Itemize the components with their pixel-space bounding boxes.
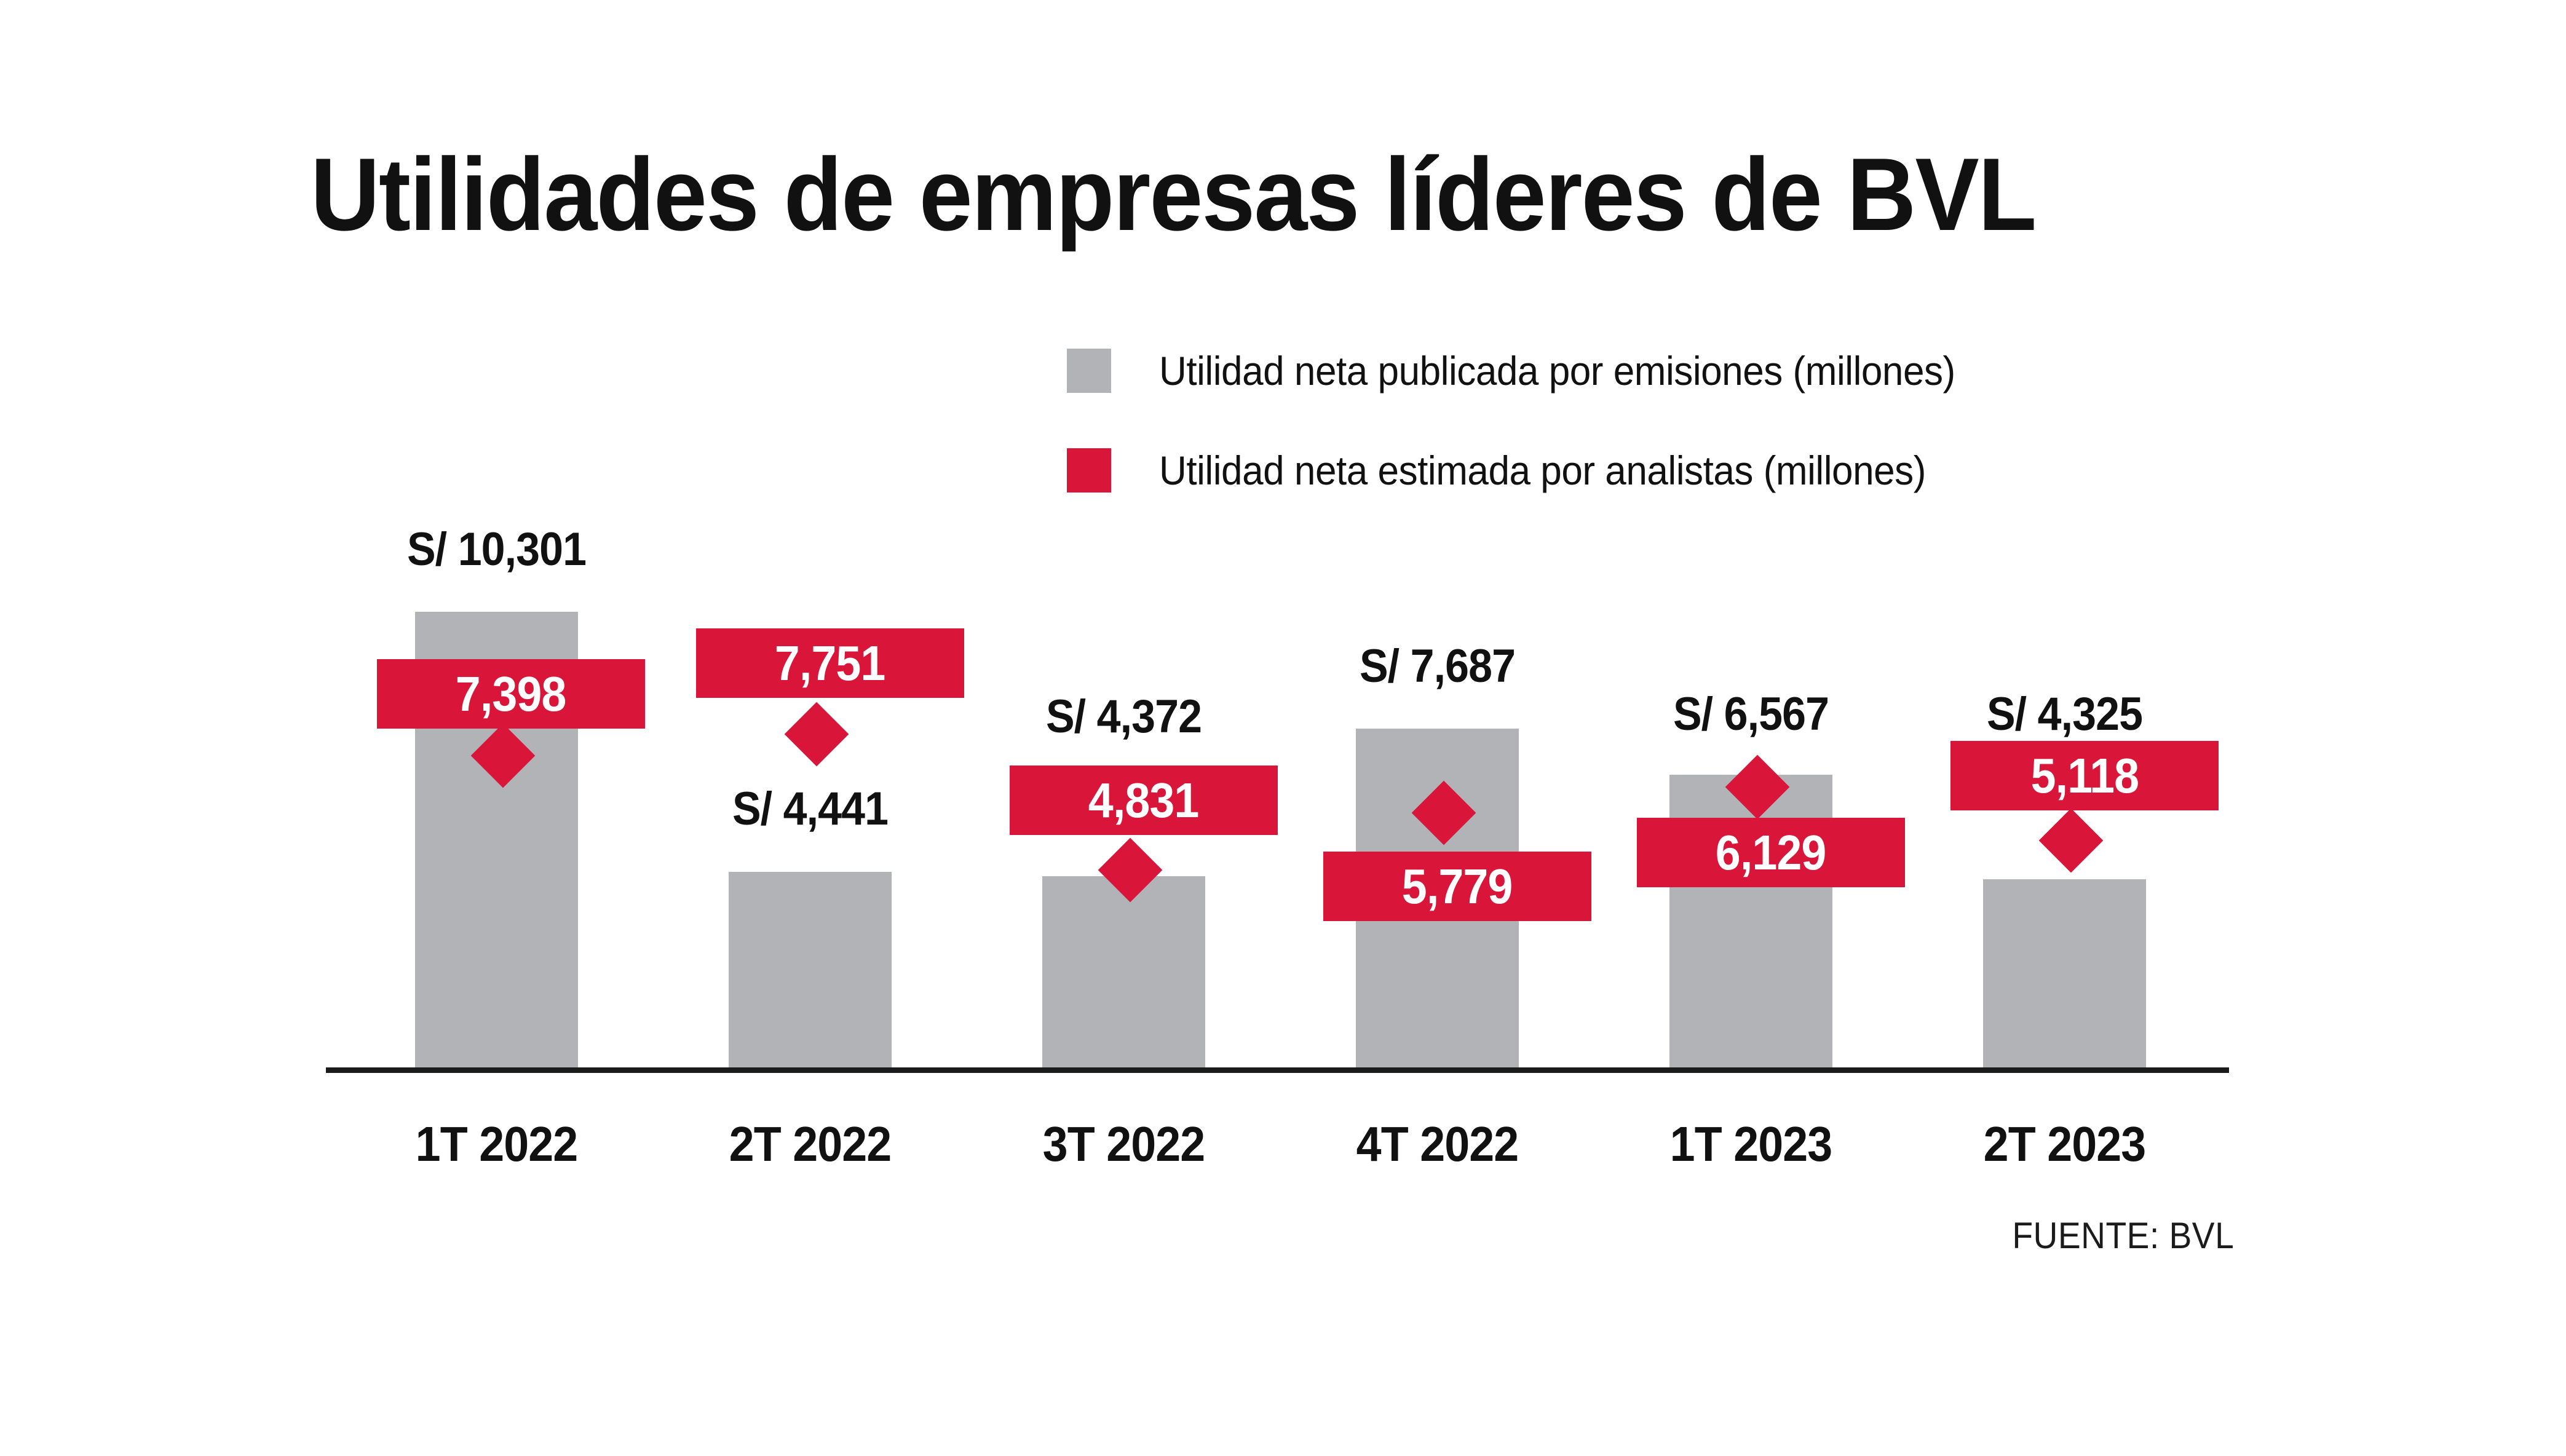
- estimated-value-1t-2023: 6,129: [1716, 825, 1827, 880]
- bar-value-published-1t-2022: S/ 10,301: [406, 523, 587, 576]
- estimated-label-box-1t-2022: 7,398: [377, 659, 645, 729]
- bar-published-2t-2022: [729, 872, 892, 1070]
- x-axis-label-1t-2022: 1T 2022: [415, 1117, 579, 1171]
- estimated-value-4t-2022: 5,779: [1402, 858, 1513, 914]
- estimated-value-2t-2022: 7,751: [775, 635, 886, 690]
- estimated-label-box-2t-2023: 5,118: [1950, 741, 2219, 810]
- estimated-value-3t-2022: 4,831: [1088, 772, 1200, 828]
- legend-item-estimated: Utilidad neta estimada por analistas (mi…: [1067, 444, 2006, 497]
- legend-label-estimated: Utilidad neta estimada por analistas (mi…: [1159, 448, 1926, 493]
- x-axis-label-2t-2022: 2T 2022: [729, 1117, 892, 1171]
- bar-value-published-3t-2022: S/ 4,372: [1045, 690, 1202, 743]
- bar-value-published-2t-2023: S/ 4,325: [1986, 688, 2143, 740]
- estimated-label-box-2t-2022: 7,751: [696, 628, 964, 698]
- x-axis-label-4t-2022: 4T 2022: [1356, 1117, 1519, 1171]
- bar-published-3t-2022: [1042, 876, 1205, 1070]
- estimated-value-1t-2022: 7,398: [456, 666, 567, 721]
- diamond-marker-estimated-2t-2022: [784, 702, 849, 767]
- source-note: FUENTE: BVL: [2012, 1215, 2234, 1256]
- legend-label-published: Utilidad neta publicada por emisiones (m…: [1159, 348, 1955, 394]
- diamond-marker-estimated-2t-2023: [2038, 808, 2104, 873]
- bar-value-published-1t-2023: S/ 6,567: [1673, 688, 1829, 740]
- x-axis-label-3t-2022: 3T 2022: [1042, 1117, 1206, 1171]
- bar-published-2t-2023: [1983, 879, 2146, 1070]
- page-title: Utilidades de empresas líderes de BVL: [311, 136, 2037, 252]
- chart-legend: Utilidad neta publicada por emisiones (m…: [1067, 344, 2006, 544]
- bar-value-published-2t-2022: S/ 4,441: [732, 783, 889, 835]
- legend-item-published: Utilidad neta publicada por emisiones (m…: [1067, 344, 2006, 397]
- x-axis-baseline: [326, 1067, 2229, 1073]
- legend-swatch-gray-icon: [1067, 349, 1111, 393]
- estimated-label-box-4t-2022: 5,779: [1323, 852, 1591, 921]
- legend-swatch-red-icon: [1067, 448, 1111, 493]
- x-axis-label-1t-2023: 1T 2023: [1669, 1117, 1833, 1171]
- estimated-label-box-1t-2023: 6,129: [1637, 818, 1905, 887]
- bar-value-published-4t-2022: S/ 7,687: [1359, 640, 1516, 692]
- estimated-label-box-3t-2022: 4,831: [1010, 766, 1278, 835]
- estimated-value-2t-2023: 5,118: [2030, 748, 2139, 803]
- x-axis-label-2t-2023: 2T 2023: [1983, 1117, 2147, 1171]
